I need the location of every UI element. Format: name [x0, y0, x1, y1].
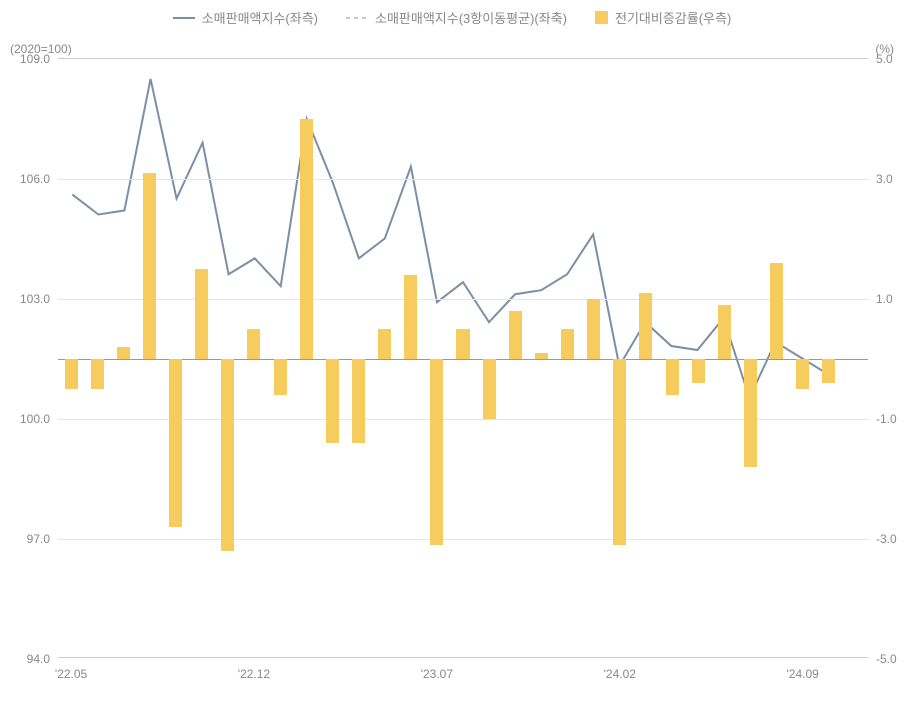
- bar: [822, 359, 835, 383]
- y-tick-right: -5.0: [876, 652, 904, 666]
- grid-line: [58, 179, 868, 180]
- legend-swatch-line: [173, 17, 195, 19]
- y-tick-left: 109.0: [10, 52, 50, 66]
- grid-line: [58, 539, 868, 540]
- bar: [352, 359, 365, 443]
- y-tick-right: -1.0: [876, 412, 904, 426]
- legend-label: 소매판매액지수(좌측): [202, 8, 318, 27]
- bar: [274, 359, 287, 395]
- bar: [692, 359, 705, 383]
- legend-swatch-line: [346, 17, 368, 19]
- y-tick-right: 1.0: [876, 292, 904, 306]
- bar: [378, 329, 391, 359]
- bar: [430, 359, 443, 545]
- bar: [666, 359, 679, 395]
- legend-label: 전기대비증감률(우측): [615, 8, 731, 27]
- bar: [561, 329, 574, 359]
- legend-item: 전기대비증감률(우측): [595, 8, 731, 27]
- legend-item: 소매판매액지수(3항이동평균)(좌축): [346, 8, 567, 27]
- line-series: [72, 79, 827, 398]
- y-tick-right: 3.0: [876, 172, 904, 186]
- plot-area: 94.097.0100.0103.0106.0109.0-5.0-3.0-1.0…: [58, 58, 868, 658]
- bar: [169, 359, 182, 527]
- bar: [117, 347, 130, 359]
- bar: [535, 353, 548, 359]
- bar: [613, 359, 626, 545]
- legend-swatch-box: [595, 11, 608, 24]
- x-tick: '22.05: [55, 667, 87, 681]
- bar: [718, 305, 731, 359]
- bar: [744, 359, 757, 467]
- y-tick-right: -3.0: [876, 532, 904, 546]
- bar: [326, 359, 339, 443]
- grid-line: [58, 299, 868, 300]
- x-tick: '22.12: [238, 667, 270, 681]
- bar: [509, 311, 522, 359]
- y-tick-left: 100.0: [10, 412, 50, 426]
- bar: [91, 359, 104, 389]
- y-tick-left: 103.0: [10, 292, 50, 306]
- legend-item: 소매판매액지수(좌측): [173, 8, 318, 27]
- y-tick-left: 97.0: [10, 532, 50, 546]
- bar: [639, 293, 652, 359]
- x-tick: '24.02: [604, 667, 636, 681]
- legend-label: 소매판매액지수(3항이동평균)(좌축): [375, 8, 567, 27]
- chart-legend: 소매판매액지수(좌측) 소매판매액지수(3항이동평균)(좌축) 전기대비증감률(우측…: [0, 8, 904, 27]
- bar: [456, 329, 469, 359]
- bar: [143, 173, 156, 359]
- bar: [221, 359, 234, 551]
- bar: [587, 299, 600, 359]
- bar: [300, 119, 313, 359]
- bar: [483, 359, 496, 419]
- bar: [195, 269, 208, 359]
- bar: [404, 275, 417, 359]
- bar: [770, 263, 783, 359]
- x-tick: '24.09: [787, 667, 819, 681]
- bar: [65, 359, 78, 389]
- x-tick: '23.07: [421, 667, 453, 681]
- y-tick-left: 94.0: [10, 652, 50, 666]
- bar: [247, 329, 260, 359]
- y-tick-left: 106.0: [10, 172, 50, 186]
- bar: [796, 359, 809, 389]
- y-tick-right: 5.0: [876, 52, 904, 66]
